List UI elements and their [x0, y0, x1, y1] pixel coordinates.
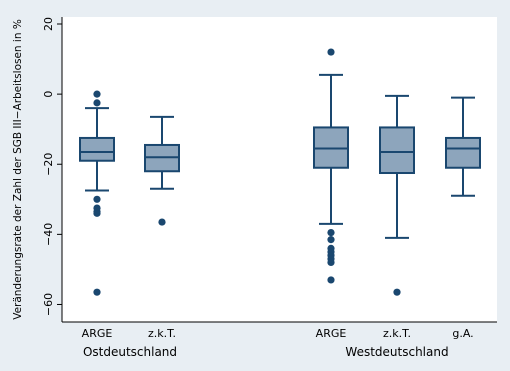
outlier-point: [158, 218, 166, 226]
outlier-point: [93, 195, 101, 203]
y-tick-label: −60: [42, 293, 55, 316]
group-label: Westdeutschland: [345, 345, 448, 359]
box: [445, 136, 481, 169]
outlier-point: [327, 258, 335, 267]
outlier-point: [327, 276, 335, 284]
outlier-point: [393, 288, 401, 296]
x-tick-label: z.k.T.: [148, 327, 176, 340]
box: [79, 136, 115, 162]
y-tick-label: −20: [42, 153, 55, 176]
x-tick-label: ARGE: [316, 327, 347, 340]
x-tick-label: g.A.: [452, 327, 473, 340]
outlier-point: [327, 48, 335, 56]
y-axis-title: Veränderungsrate der Zahl der SGB III−Ar…: [12, 19, 24, 320]
outlier-point: [93, 288, 101, 296]
outlier-point: [93, 99, 101, 107]
outlier-point: [93, 209, 101, 217]
y-tick-label: −40: [42, 223, 55, 246]
y-tick-label: 20: [42, 17, 55, 31]
x-tick-label: ARGE: [82, 327, 113, 340]
plot-area: [62, 17, 497, 322]
x-tick-label: z.k.T.: [383, 327, 411, 340]
group-label: Ostdeutschland: [83, 345, 177, 359]
outlier-point: [327, 229, 335, 237]
box: [379, 126, 415, 175]
y-tick-label: 0: [42, 91, 55, 98]
outlier-point: [93, 90, 101, 98]
outlier-point: [327, 236, 335, 244]
